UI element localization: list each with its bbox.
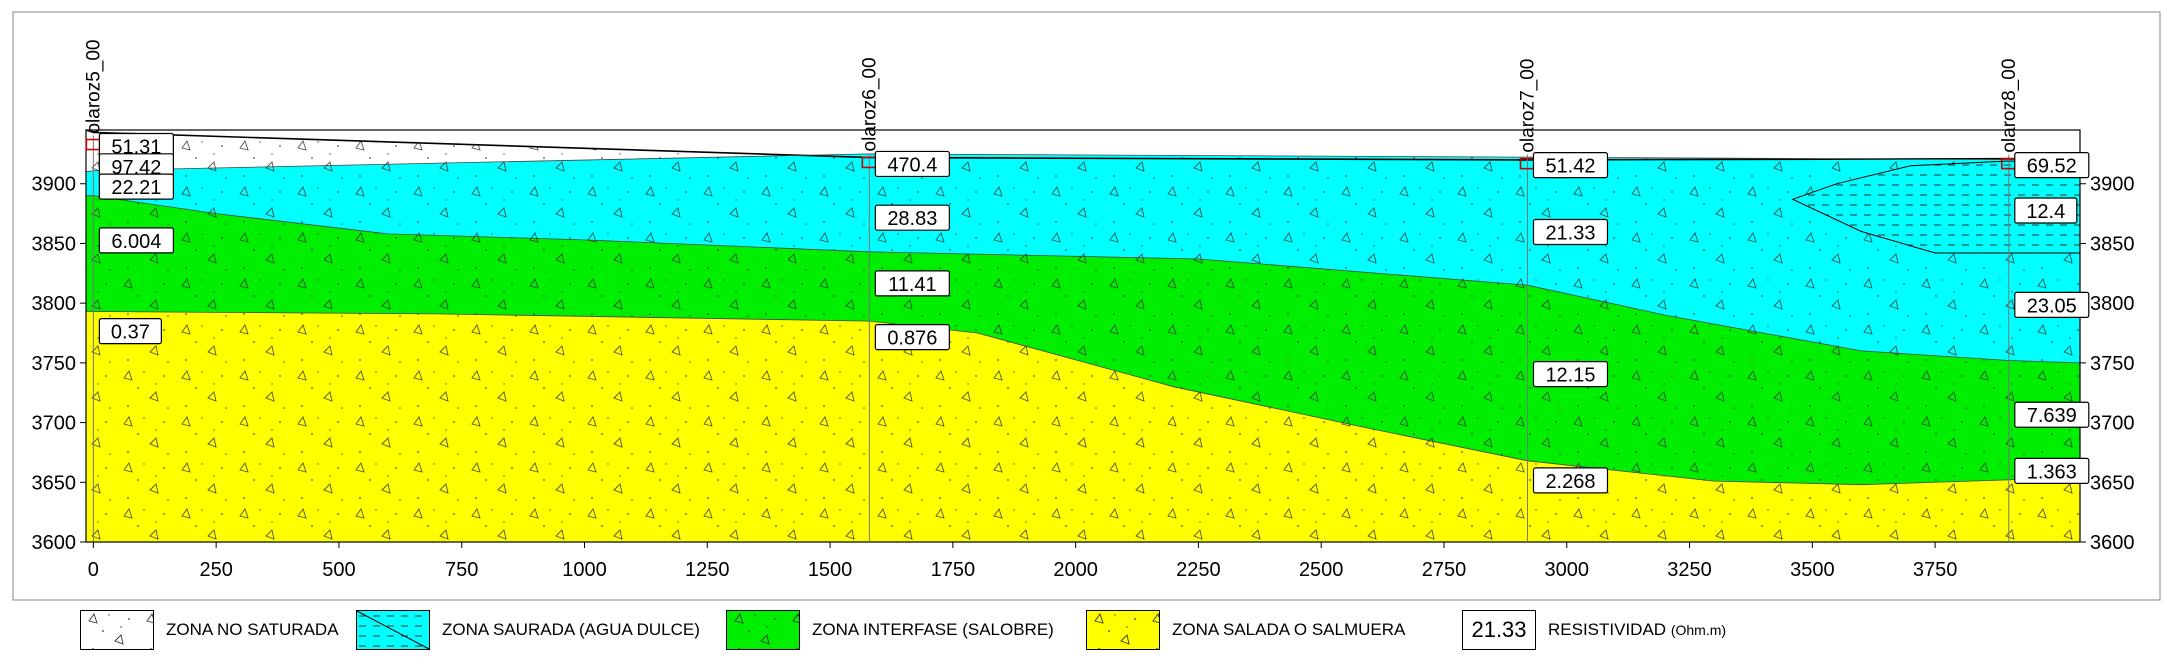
resistivity-label: 0.37 bbox=[111, 322, 150, 344]
x-tick-label: 1000 bbox=[562, 559, 607, 581]
boundary-fresh-brackish bbox=[86, 195, 2081, 364]
resistivity-label-box bbox=[98, 318, 162, 345]
legend-item-resistivity: 21.33 RESISTIVIDAD (Ohm.m) bbox=[1462, 608, 1726, 652]
resistivity-label: 69.52 bbox=[2027, 156, 2077, 178]
legend-swatch-brackish bbox=[726, 610, 800, 650]
resistivity-label-box bbox=[874, 204, 950, 231]
legend-resistivity-unit: (Ohm.m) bbox=[1670, 622, 1727, 638]
resistivity-label-box bbox=[2014, 197, 2078, 224]
resistivity-label-box bbox=[874, 323, 950, 351]
resistivity-label-box bbox=[98, 227, 174, 254]
resistivity-label: 1.363 bbox=[2027, 461, 2077, 483]
resistivity-label: 21.33 bbox=[1545, 223, 1595, 245]
resistivity-label: 0.876 bbox=[887, 328, 937, 350]
legend-swatch-fresh bbox=[356, 610, 430, 650]
resistivity-label-box bbox=[98, 173, 174, 200]
resistivity-label: 12.4 bbox=[2026, 201, 2065, 223]
y-tick-label-left: 3700 bbox=[32, 413, 77, 435]
resistivity-label: 51.42 bbox=[1545, 156, 1595, 178]
x-tick-label: 2000 bbox=[1053, 559, 1098, 581]
resistivity-label-box bbox=[1532, 361, 1609, 388]
legend-label-brackish: ZONA INTERFASE (SALOBRE) bbox=[812, 620, 1054, 639]
legend-swatch-unsaturated bbox=[80, 610, 154, 650]
resistivity-label: 2.268 bbox=[1545, 471, 1595, 493]
x-tick-label: 1500 bbox=[808, 559, 853, 581]
legend-item-brackish: ZONA INTERFASE (SALOBRE) bbox=[726, 608, 1054, 652]
y-tick-label-left: 3600 bbox=[32, 532, 77, 554]
zone-fresh-pattern bbox=[86, 153, 2080, 363]
legend-item-fresh: ZONA SAURADA (AGUA DULCE) bbox=[356, 608, 700, 652]
x-tick-label: 3500 bbox=[1790, 559, 1835, 581]
boundary-unsat-fresh bbox=[85, 153, 2081, 173]
y-tick-label-right: 3750 bbox=[2090, 353, 2135, 375]
resistivity-label: 12.15 bbox=[1545, 365, 1595, 387]
x-tick-label: 2500 bbox=[1299, 559, 1344, 581]
zone-unsaturated-pattern bbox=[86, 130, 2080, 172]
legend-item-unsaturated: ZONA NO SATURADA bbox=[80, 608, 339, 652]
x-tick-label: 250 bbox=[199, 559, 232, 581]
y-tick-label-left: 3900 bbox=[32, 174, 77, 196]
legend-resistivity-sample: 21.33 bbox=[1462, 610, 1536, 650]
sounding-name: olaroz7_00 bbox=[1517, 59, 1538, 153]
y-tick-label-right: 3600 bbox=[2090, 532, 2135, 554]
y-tick-label-left: 3650 bbox=[32, 472, 77, 494]
outer-frame bbox=[12, 11, 2161, 601]
x-tick-label: 0 bbox=[88, 559, 99, 581]
resistivity-label-box bbox=[874, 270, 950, 297]
legend-label-unsaturated: ZONA NO SATURADA bbox=[166, 620, 339, 639]
legend-label-saline: ZONA SALADA O SALMUERA bbox=[1172, 620, 1406, 639]
resistivity-label: 23.05 bbox=[2027, 295, 2077, 317]
x-tick-label: 2750 bbox=[1422, 559, 1467, 581]
resistivity-label: 28.83 bbox=[887, 208, 937, 230]
resistivity-label-box bbox=[2014, 457, 2090, 484]
x-tick-label: 3000 bbox=[1545, 559, 1590, 581]
resistivity-label-box bbox=[2014, 401, 2090, 428]
x-tick-label: 2250 bbox=[1176, 559, 1221, 581]
resistivity-label: 11.41 bbox=[888, 274, 937, 296]
legend-resistivity-text: RESISTIVIDAD bbox=[1548, 620, 1667, 639]
resistivity-label: 7.639 bbox=[2027, 405, 2077, 427]
y-tick-label-right: 3900 bbox=[2090, 174, 2135, 196]
legend-label-resistivity: RESISTIVIDAD (Ohm.m) bbox=[1548, 620, 1726, 640]
resistivity-label: 22.21 bbox=[111, 177, 161, 199]
y-tick-label-left: 3750 bbox=[32, 353, 77, 375]
y-tick-label-left: 3850 bbox=[32, 233, 77, 255]
y-tick-label-right: 3850 bbox=[2090, 233, 2135, 255]
resistivity-label-box bbox=[874, 150, 950, 178]
resistivity-label-box bbox=[2014, 291, 2090, 318]
sounding-name: olaroz8_00 bbox=[1999, 59, 2020, 153]
x-tick-label: 500 bbox=[322, 559, 355, 581]
x-tick-label: 750 bbox=[445, 559, 478, 581]
resistivity-label: 97.42 bbox=[111, 157, 161, 179]
x-tick-label: 3250 bbox=[1667, 559, 1712, 581]
y-tick-label-left: 3800 bbox=[32, 293, 77, 315]
resistivity-label: 6.004 bbox=[111, 231, 161, 253]
legend: ZONA NO SATURADA ZONA SAURADA (AGUA DULC… bbox=[0, 608, 2168, 658]
x-tick-label: 1750 bbox=[931, 559, 976, 581]
legend-label-fresh: ZONA SAURADA (AGUA DULCE) bbox=[442, 620, 700, 639]
boundary-brackish-saline bbox=[86, 311, 2081, 486]
sounding-name: olaroz5_00 bbox=[83, 39, 104, 133]
x-tick-label: 1250 bbox=[685, 559, 730, 581]
resistivity-label-box bbox=[1532, 152, 1609, 179]
plot-frame bbox=[85, 129, 2081, 543]
sounding-name: olaroz6_00 bbox=[859, 57, 880, 151]
y-tick-label-right: 3700 bbox=[2090, 413, 2135, 435]
y-tick-label-right: 3650 bbox=[2090, 472, 2135, 494]
resistivity-label-box bbox=[2014, 152, 2090, 179]
zone-brackish-pattern bbox=[86, 195, 2080, 485]
resistivity-label: 470.4 bbox=[887, 154, 937, 176]
resistivity-label-box bbox=[1532, 218, 1609, 246]
legend-swatch-saline bbox=[1086, 610, 1160, 650]
x-tick-label: 3750 bbox=[1913, 559, 1958, 581]
resistivity-label-box bbox=[1532, 467, 1609, 494]
y-tick-label-right: 3800 bbox=[2090, 293, 2135, 315]
resistivity-label: 51.31 bbox=[111, 137, 161, 159]
legend-item-saline: ZONA SALADA O SALMUERA bbox=[1086, 608, 1405, 652]
